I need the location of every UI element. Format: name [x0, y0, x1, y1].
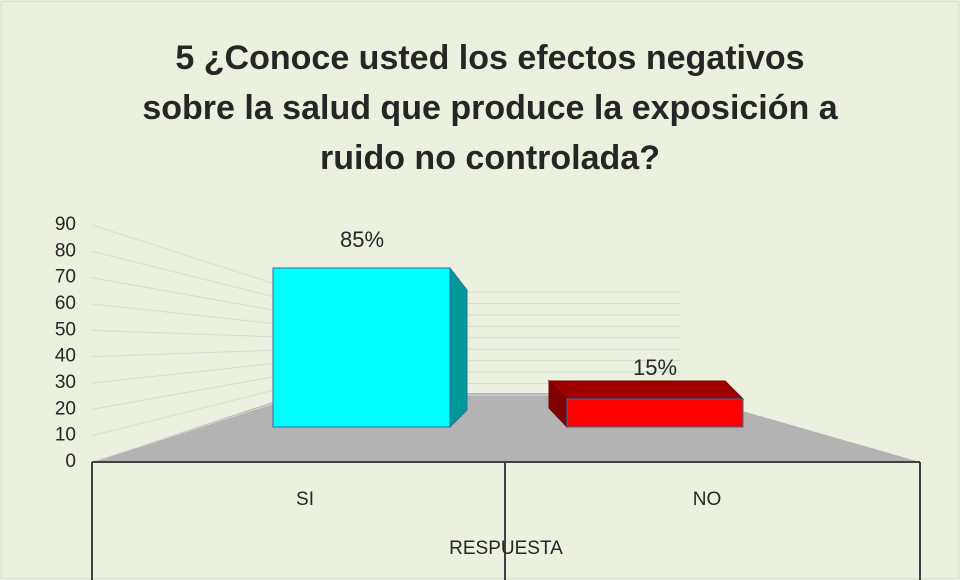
y-tick-label: 20 [55, 398, 76, 419]
chart-title: ruido no controlada? [320, 139, 660, 177]
data-label: 85% [340, 227, 384, 252]
bar-top [547, 380, 745, 400]
bar [272, 267, 451, 428]
x-tick-label: SI [296, 489, 314, 510]
x-tick-label: NO [693, 489, 722, 510]
y-tick-label: 70 [55, 267, 76, 288]
data-label: 15% [633, 355, 677, 380]
y-tick-label: 80 [55, 240, 76, 261]
y-tick-label: 90 [55, 214, 76, 235]
bar-side [449, 266, 468, 429]
y-tick-label: 60 [55, 293, 76, 314]
y-tick-label: 10 [55, 425, 76, 446]
chart-title: 5 ¿Conoce usted los efectos negativos [175, 39, 804, 77]
bar [566, 398, 744, 428]
chart-title: sobre la salud que produce la exposición… [142, 89, 838, 127]
y-tick-label: 30 [55, 372, 76, 393]
x-axis-title: RESPUESTA [449, 538, 563, 559]
y-tick-label: 40 [55, 346, 76, 367]
y-tick-label: 50 [55, 319, 76, 340]
y-tick-label: 0 [65, 451, 76, 472]
